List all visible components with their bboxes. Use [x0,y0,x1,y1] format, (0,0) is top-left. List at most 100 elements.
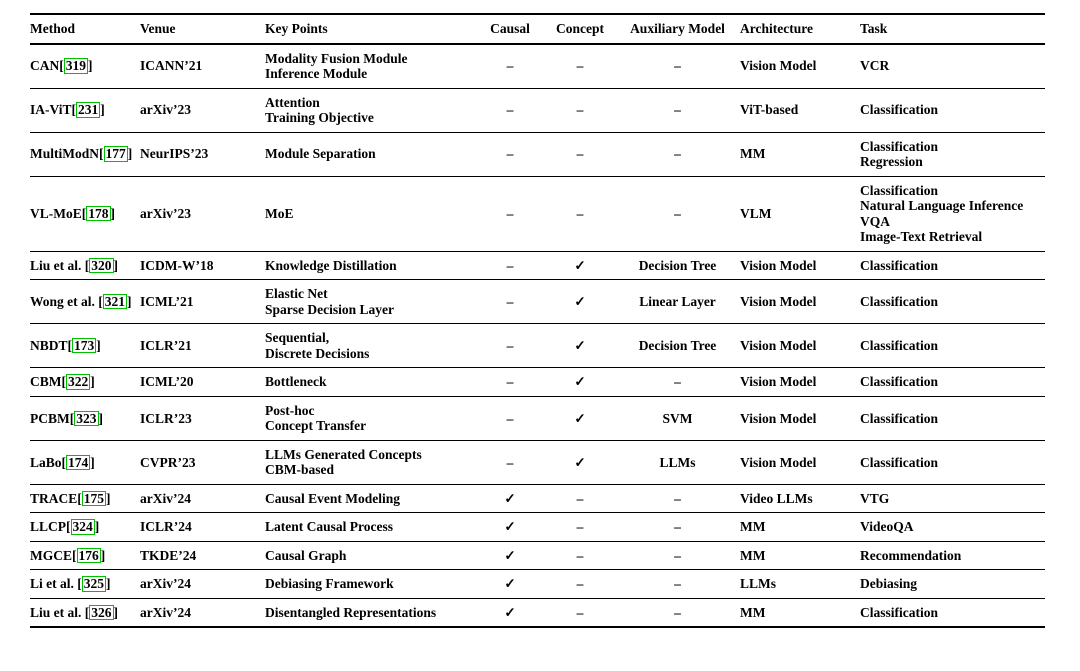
architecture-cell: MM [740,512,860,542]
method-cell: Liu et al. [326] [30,604,119,621]
architecture-cell: Vision Model [740,396,860,441]
method-name: CBM [30,374,62,390]
citation-link[interactable]: 323 [74,410,99,427]
concept-cell: – [545,541,615,571]
citation-link[interactable]: 325 [81,576,106,592]
concept-cell: – [576,604,584,620]
concept-cell: ✓ [545,323,615,369]
method-cell: MultiModN[177] [30,132,140,177]
method-cell: VL-MoE[178] [30,176,140,252]
table-row: CBM[322] ICML’20 Bottleneck – ✓ – Vision Model… [30,367,1045,397]
venue-cell: ICLR’24 [140,512,265,542]
citation-link[interactable]: 176 [76,547,101,564]
citation-link[interactable]: 173 [72,337,97,354]
venue-cell: ICML’21 [140,279,265,325]
method-name: VL-MoE [30,205,82,221]
table-body: CAN[319] ICANN’21 Modality Fusion Module I… [30,43,1045,628]
key-points-cell: Causal Event Modeling [265,484,475,514]
key-points-cell: LLMs Generated Concepts CBM-based [265,440,475,485]
col-header-causal: Causal [475,14,545,45]
task-cell: Debiasing [860,569,1045,599]
key-points-cell: MoE [265,176,475,252]
architecture-cell: Vision Model [740,43,860,89]
method-cell: NBDT[173] [30,323,140,369]
method-cell: CAN[319] [30,43,140,89]
architecture-cell: MM [740,132,860,177]
architecture-cell: ViT-based [740,88,860,133]
method-name: Liu et al. [30,604,85,620]
causal-cell: – [475,396,545,441]
key-points-cell: Knowledge Distillation [265,251,475,281]
causal-cell: ✓ [475,512,545,542]
method-name: LLCP [30,519,67,535]
causal-cell: – [475,176,545,252]
table-row: Liu et al. [320] ICDM-W’18 Knowledge Disti… [30,251,1045,281]
method-cell: IA-ViT[231] [30,88,140,133]
causal-cell: ✓ [475,541,545,571]
citation-link[interactable]: 321 [102,293,128,310]
concept-cell: – [545,484,615,514]
method-cell: PCBM[323] [30,396,140,441]
causal-cell: ✓ [504,604,516,620]
causal-cell: – [475,440,545,485]
col-header-architecture: Architecture [740,14,860,45]
causal-cell: ✓ [475,484,545,514]
auxiliary-model-cell: SVM [615,396,740,441]
architecture-cell: Vision Model [740,323,860,369]
table-row: Li et al. [325] arXiv’24 Debiasing Framewo… [30,569,1045,599]
auxiliary-model-cell: – [615,569,740,599]
concept-cell: ✓ [545,279,615,325]
task-cell: VideoQA [860,512,1045,542]
venue-cell: arXiv’23 [140,176,265,252]
task-cell: Classification Regression [860,132,1045,177]
citation-link[interactable]: 320 [89,257,114,274]
table-row: MultiModN[177] NeurIPS’23 Module Separatio… [30,132,1045,177]
method-name: CAN [30,58,60,74]
key-points-cell: Latent Causal Process [265,512,475,542]
method-cell: TRACE[175] [30,484,140,514]
citation-link[interactable]: 231 [76,102,101,118]
auxiliary-model-cell: – [615,484,740,514]
method-name: TRACE [30,490,78,506]
col-header-auxiliary-model: Auxiliary Model [615,14,740,45]
key-points-cell: Elastic Net Sparse Decision Layer [265,279,475,325]
venue-cell: NeurIPS’23 [140,132,265,177]
method-name: Wong et al. [30,293,99,309]
method-name: MultiModN [30,146,99,162]
venue-cell: arXiv’23 [140,88,265,133]
citation-link[interactable]: 324 [70,519,95,535]
citation-link[interactable]: 178 [86,205,111,222]
architecture-cell: VLM [740,176,860,252]
task-cell: Classification [860,323,1045,369]
concept-cell: ✓ [545,367,615,397]
citation-link[interactable]: 174 [66,454,91,471]
method-cell: Wong et al. [321] [30,279,140,325]
auxiliary-model-cell: – [615,367,740,397]
citation-link[interactable]: 326 [89,604,114,621]
citation-link[interactable]: 177 [103,146,128,162]
architecture-cell: Vision Model [740,367,860,397]
causal-cell: – [475,367,545,397]
task-cell: Classification [860,279,1045,325]
method-name: PCBM [30,410,70,426]
architecture-cell: Vision Model [740,251,860,281]
auxiliary-model-cell: Linear Layer [615,279,740,325]
key-points-cell: Attention Training Objective [265,88,475,133]
concept-cell: – [545,569,615,599]
causal-cell: – [475,43,545,89]
table-row: MGCE[176] TKDE’24 Causal Graph ✓ – – MM Recomme… [30,541,1045,571]
task-cell: Classification [860,251,1045,281]
venue-cell: arXiv’24 [140,604,191,620]
citation-link[interactable]: 322 [66,374,91,390]
method-name: IA-ViT [30,102,72,118]
venue-cell: CVPR’23 [140,440,265,485]
table-row: Liu et al. [326] arXiv’24 Disentangled Rep… [30,598,1045,627]
citation-link[interactable]: 175 [81,490,107,507]
architecture-cell: Vision Model [740,279,860,325]
col-header-method: Method [30,14,140,45]
col-header-concept: Concept [545,14,615,45]
col-header-task: Task [860,14,1045,45]
citation-link[interactable]: 319 [63,58,88,74]
table-row: CAN[319] ICANN’21 Modality Fusion Module I… [30,43,1045,89]
task-cell: Classification [860,396,1045,441]
